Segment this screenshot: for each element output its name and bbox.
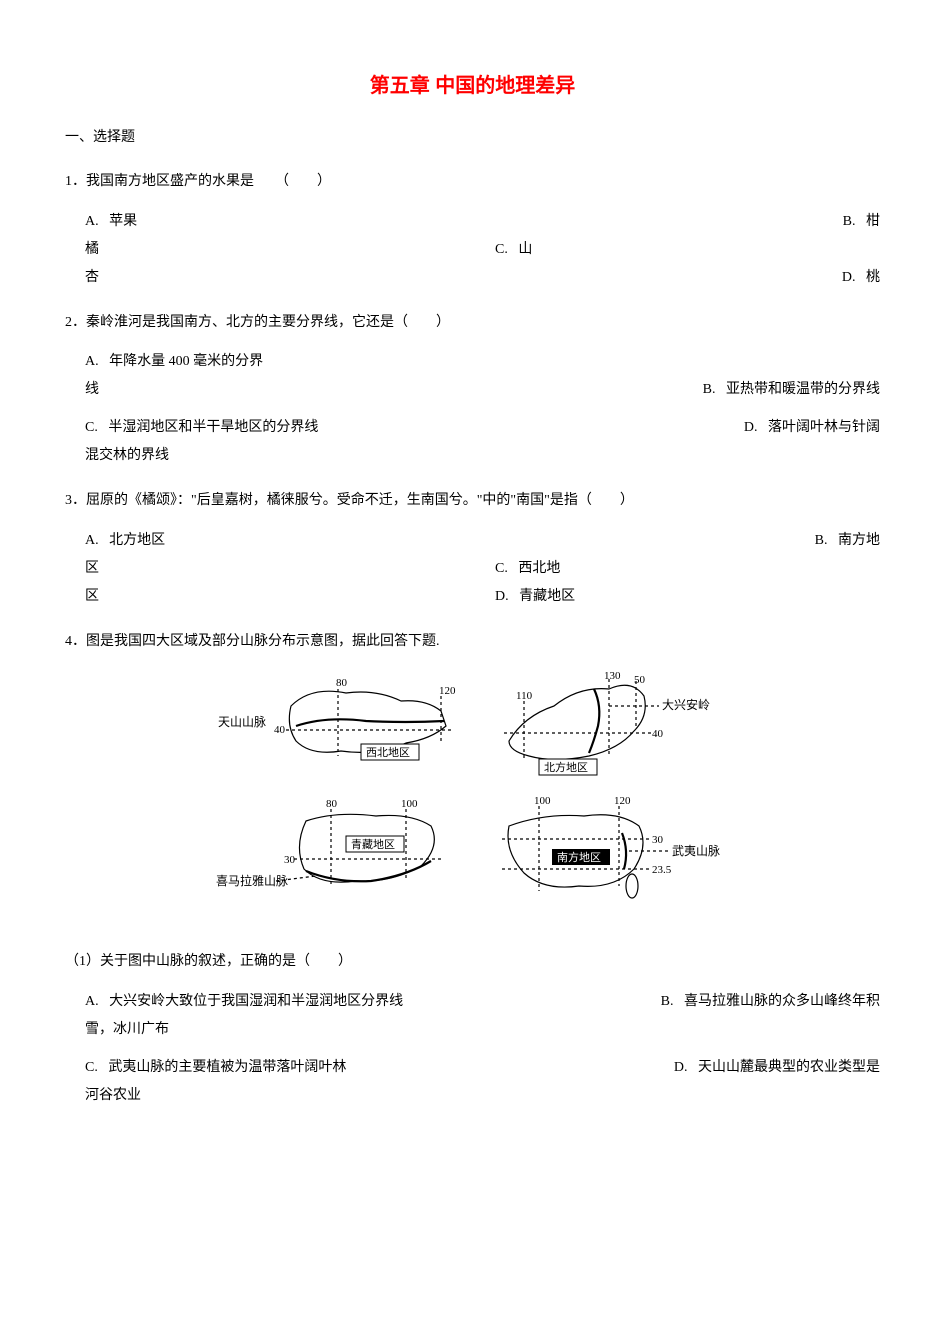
- map-nw-x1: 80: [336, 677, 348, 689]
- q3-stem: 3．屈原的《橘颂》："后皇嘉树，橘徕服兮。受命不迁，生南国兮。"中的"南国"是指…: [65, 490, 880, 512]
- q4-1-optC-text: 武夷山脉的主要植被为温带落叶阔叶林: [108, 1060, 346, 1075]
- q4-stem: 4．图是我国四大区域及部分山脉分布示意图，据此回答下题.: [65, 631, 880, 653]
- map-ne-x1: 110: [516, 690, 533, 702]
- q4-1-optC-label: C.: [85, 1060, 98, 1075]
- map-ne-x2: 130: [604, 671, 621, 682]
- map-nw-y: 40: [274, 724, 286, 736]
- q2-optB-label: B.: [703, 382, 716, 397]
- map-sw-y: 30: [284, 854, 296, 866]
- q2-optA-label: A.: [85, 354, 99, 369]
- q3-optD-label: D.: [495, 589, 509, 604]
- q3-optA-text: 北方地区: [109, 533, 165, 548]
- q2-optA-text: 年降水量 400 毫米的分界: [109, 354, 263, 369]
- q2-stem: 2．秦岭淮河是我国南方、北方的主要分界线，它还是（ ）: [65, 312, 880, 334]
- q4-1-optA-label: A.: [85, 994, 99, 1009]
- map-sw-mountain: 喜马拉雅山脉: [216, 873, 288, 888]
- q3-line3-left: 区: [85, 589, 99, 604]
- map-nw-mountain: 天山山脉: [218, 714, 266, 729]
- q3-optC-label: C.: [495, 561, 508, 576]
- map-se: 100 120 30 23.5 武夷山脉 南方地区: [474, 791, 729, 921]
- map-sw: 80 100 30 喜马拉雅山脉 青藏地区: [216, 791, 471, 921]
- q3-optB-text: 南方地: [838, 533, 880, 548]
- q2-line2-left: 线: [85, 382, 99, 397]
- q4-1-line4: 河谷农业: [85, 1088, 141, 1103]
- q1-optB-text: 柑: [866, 214, 880, 229]
- q1-optC-label: C.: [495, 242, 508, 257]
- q2-optD-text: 落叶阔叶林与针阔: [768, 420, 880, 435]
- china-regions-maps: 80 120 40 天山山脉 西北地区 130 50 110 40 大兴安岭: [65, 671, 880, 921]
- map-se-x2: 120: [614, 795, 631, 807]
- q1-optB-label: B.: [843, 214, 856, 229]
- map-sw-x2: 100: [401, 798, 418, 810]
- q4-1-optB-label: B.: [661, 994, 674, 1009]
- q3-optB-label: B.: [815, 533, 828, 548]
- q4-1-optD-label: D.: [674, 1060, 688, 1075]
- q1-stem: 1．我国南方地区盛产的水果是 （ ）: [65, 171, 880, 193]
- map-sw-x1: 80: [326, 798, 338, 810]
- q2-line4: 混交林的界线: [85, 448, 169, 463]
- q1-optA-text: 苹果: [109, 214, 137, 229]
- section-header: 一、选择题: [65, 127, 880, 149]
- map-ne-y: 40: [652, 728, 664, 740]
- map-nw: 80 120 40 天山山脉 西北地区: [216, 671, 471, 791]
- q1-optD-label: D.: [842, 270, 856, 285]
- q1-optC-text: 山: [518, 242, 532, 257]
- map-se-mountain: 武夷山脉: [672, 843, 720, 858]
- question-3: 3．屈原的《橘颂》："后皇嘉树，橘徕服兮。受命不迁，生南国兮。"中的"南国"是指…: [65, 490, 880, 610]
- chapter-title: 第五章 中国的地理差异: [65, 70, 880, 102]
- map-ne: 130 50 110 40 大兴安岭 北方地区: [474, 671, 729, 791]
- q4-1-line2: 雪，冰川广布: [85, 1022, 169, 1037]
- map-sw-label: 青藏地区: [351, 838, 395, 851]
- q1-optA-label: A.: [85, 214, 99, 229]
- q4-1-optA-text: 大兴安岭大致位于我国湿润和半湿润地区分界线: [109, 994, 403, 1009]
- question-4: 4．图是我国四大区域及部分山脉分布示意图，据此回答下题. 80 120 40 天…: [65, 631, 880, 1111]
- q4-1-optD-text: 天山山麓最典型的农业类型是: [698, 1060, 880, 1075]
- q2-optD-label: D.: [744, 420, 758, 435]
- q3-optC-text: 西北地: [518, 561, 560, 576]
- map-se-label: 南方地区: [557, 850, 601, 864]
- q3-optA-label: A.: [85, 533, 99, 548]
- q1-line3-left: 杏: [85, 270, 99, 285]
- q2-optC-label: C.: [85, 420, 98, 435]
- map-se-y2: 23.5: [652, 864, 672, 876]
- map-ne-x3: 50: [634, 674, 646, 686]
- q1-line2-left: 橘: [85, 242, 99, 257]
- q3-optD-text: 青藏地区: [519, 589, 575, 604]
- map-ne-label: 北方地区: [544, 760, 588, 774]
- q2-optB-text: 亚热带和暖温带的分界线: [726, 382, 880, 397]
- q2-optC-text: 半湿润地区和半干旱地区的分界线: [108, 420, 318, 435]
- map-ne-mountain: 大兴安岭: [662, 697, 710, 712]
- q4-1-optB-text: 喜马拉雅山脉的众多山峰终年积: [684, 994, 880, 1009]
- q1-optD-text: 桃: [866, 270, 880, 285]
- map-nw-x2: 120: [439, 685, 456, 697]
- map-nw-label: 西北地区: [366, 746, 410, 759]
- map-se-x1: 100: [534, 795, 551, 807]
- question-1: 1．我国南方地区盛产的水果是 （ ） A. 苹果 B. 柑 橘 C. 山 杏 D…: [65, 171, 880, 291]
- question-2: 2．秦岭淮河是我国南方、北方的主要分界线，它还是（ ） A. 年降水量 400 …: [65, 312, 880, 470]
- q4-1-stem: （1）关于图中山脉的叙述，正确的是（ ）: [65, 951, 880, 973]
- q3-line2-left: 区: [85, 561, 99, 576]
- map-se-y1: 30: [652, 834, 664, 846]
